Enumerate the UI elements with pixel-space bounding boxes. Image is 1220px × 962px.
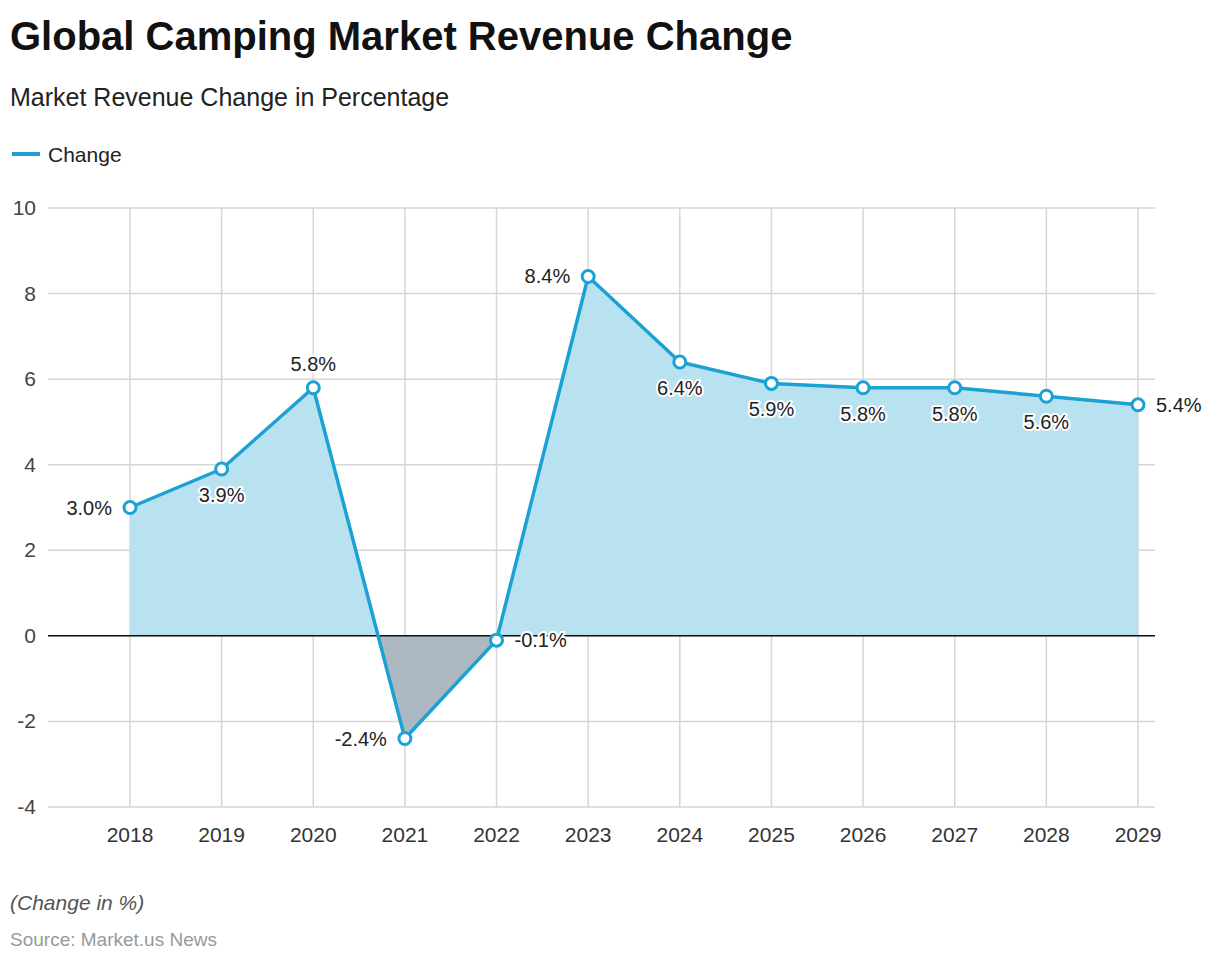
legend-swatch (12, 152, 40, 156)
x-tick-label: 2025 (748, 823, 795, 846)
x-tick-label: 2021 (382, 823, 429, 846)
legend-label: Change (48, 143, 122, 166)
chart: Global Camping Market Revenue Change Mark… (0, 0, 1220, 962)
marker (949, 382, 961, 394)
area-positive (130, 276, 1138, 635)
y-grid-line (48, 806, 1155, 808)
y-tick-label: 2 (24, 538, 36, 561)
data-label: 3.0% (66, 497, 112, 519)
y-tick-label: 4 (24, 453, 36, 476)
grid (48, 208, 1155, 807)
data-label: -2.4% (335, 728, 387, 750)
marker (307, 382, 319, 394)
data-label: 5.6% (1024, 411, 1070, 433)
marker (582, 270, 594, 282)
title: Global Camping Market Revenue Change (10, 14, 792, 58)
x-tick-label: 2029 (1115, 823, 1162, 846)
marker (1132, 399, 1144, 411)
data-label: -0.1% (515, 629, 567, 651)
plot-area (48, 270, 1155, 744)
x-tick-label: 2020 (290, 823, 337, 846)
data-label: 5.4% (1156, 394, 1202, 416)
y-grid-line (48, 207, 1155, 209)
marker (674, 356, 686, 368)
y-tick-label: 0 (24, 624, 36, 647)
data-labels: 3.0% 3.9% 5.8% -2.4% -0.1% 8.4% 6.4% 5.9% 5.8% 5.… (66, 265, 1201, 749)
y-tick-label: 6 (24, 367, 36, 390)
y-tick-label: -4 (17, 795, 36, 818)
data-label: 5.9% (749, 398, 795, 420)
y-tick-label: 8 (24, 282, 36, 305)
line (130, 276, 1138, 738)
y-grid-line (48, 721, 1155, 723)
x-tick-label: 2022 (473, 823, 520, 846)
x-tick-label: 2027 (931, 823, 978, 846)
data-label: 8.4% (525, 265, 571, 287)
subtitle: Market Revenue Change in Percentage (10, 83, 449, 111)
x-tick-label: 2019 (198, 823, 245, 846)
data-label: 5.8% (290, 353, 336, 375)
y-grid-line (48, 635, 1155, 637)
x-tick-label: 2028 (1023, 823, 1070, 846)
marker (857, 382, 869, 394)
marker (491, 634, 503, 646)
y-tick-label: 10 (13, 196, 36, 219)
note: (Change in %) (10, 891, 144, 914)
baseline (48, 635, 1155, 637)
marker (399, 733, 411, 745)
data-label: 6.4% (657, 377, 703, 399)
data-label: 3.9% (199, 484, 245, 506)
x-tick-label: 2018 (107, 823, 154, 846)
data-label: 5.8% (840, 403, 886, 425)
legend: Change (12, 143, 122, 166)
y-tick-label: -2 (17, 709, 36, 732)
data-label: 5.8% (932, 403, 978, 425)
source: Source: Market.us News (10, 929, 217, 950)
x-tick-label: 2023 (565, 823, 612, 846)
x-grid-line (496, 208, 498, 807)
marker (124, 502, 136, 514)
area-negative (130, 636, 1138, 739)
x-tick-label: 2024 (656, 823, 703, 846)
marker (765, 377, 777, 389)
marker (216, 463, 228, 475)
marker (1040, 390, 1052, 402)
x-tick-label: 2026 (840, 823, 887, 846)
